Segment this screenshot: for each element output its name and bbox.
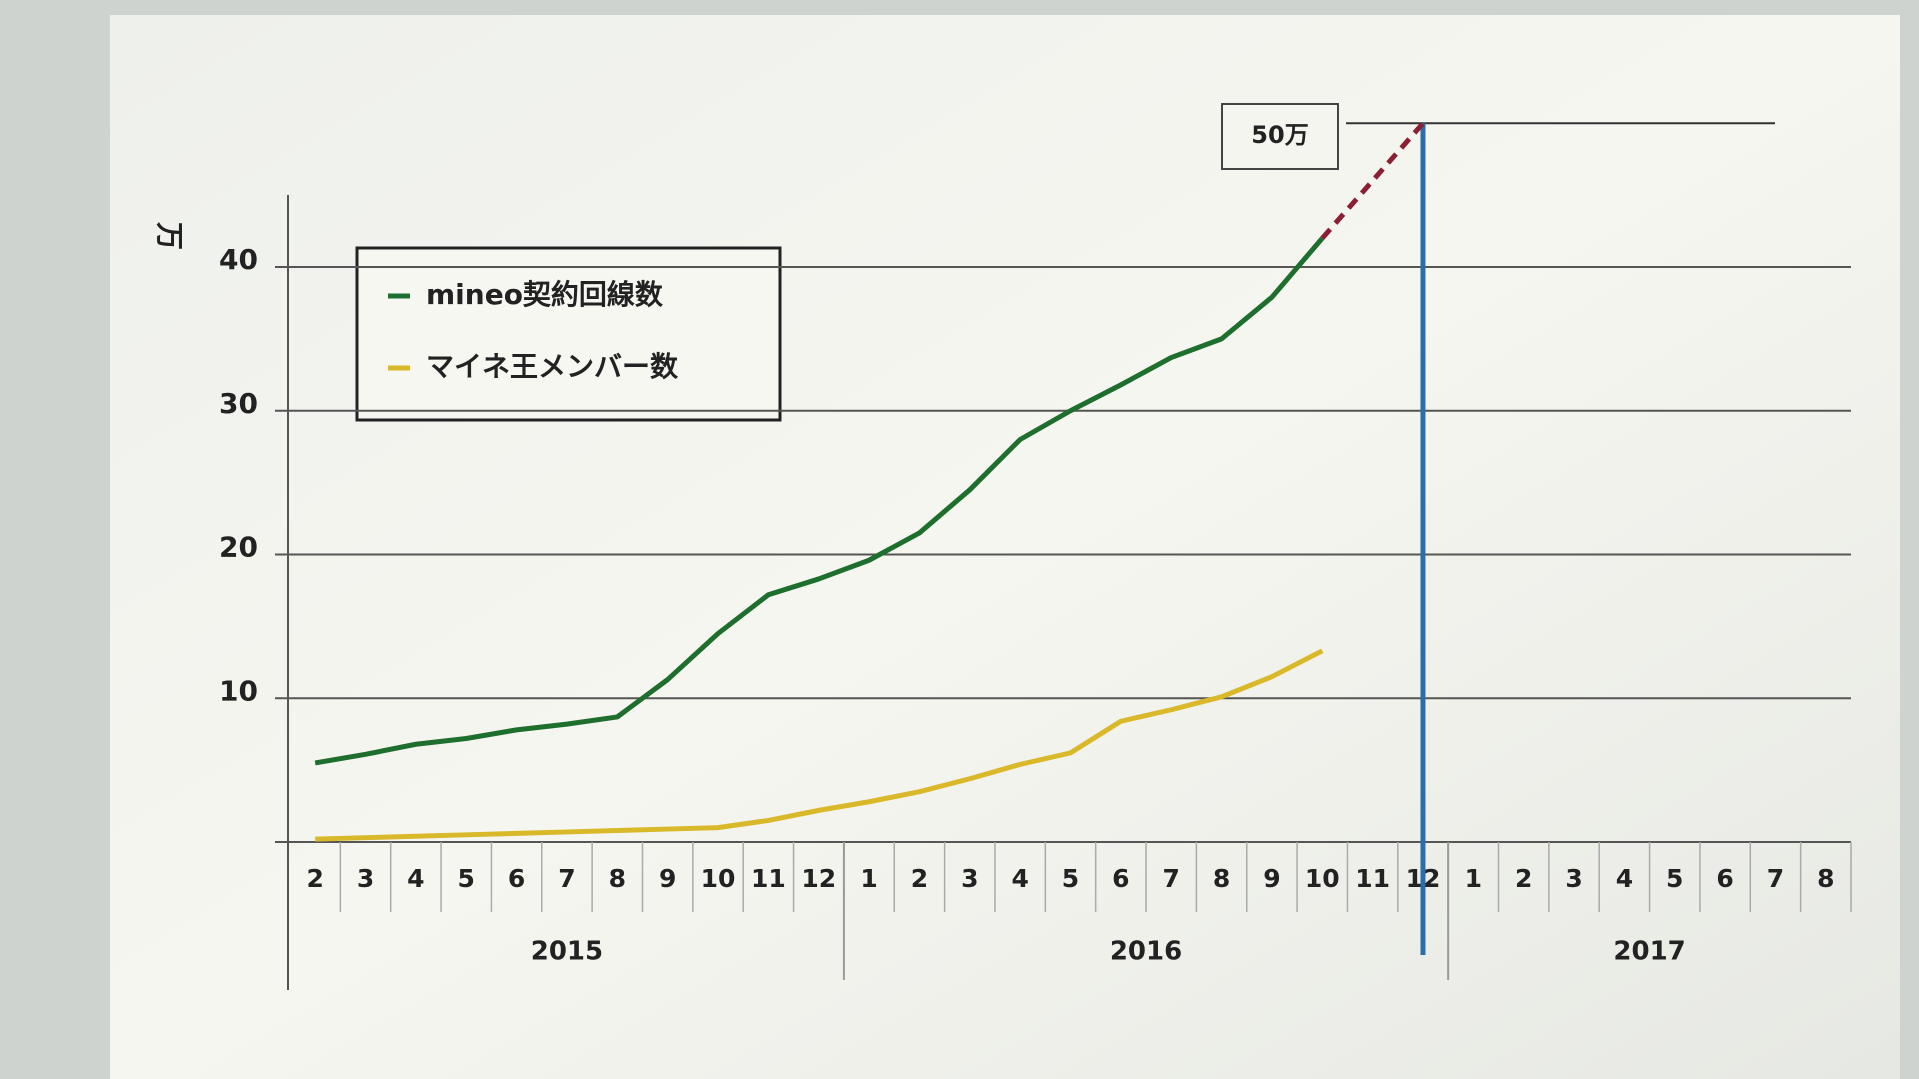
year-label: 2016 <box>1110 937 1182 967</box>
legend-label: mineo契約回線数 <box>426 278 664 311</box>
x-tick-label: 9 <box>659 864 676 893</box>
x-tick-label: 6 <box>1112 864 1129 893</box>
x-tick-label: 7 <box>1163 864 1180 893</box>
y-tick-label: 10 <box>219 674 258 707</box>
y-tick-label: 20 <box>219 531 258 564</box>
legend-label: マイネ王メンバー数 <box>426 350 679 383</box>
series-line <box>314 236 1325 766</box>
year-label: 2017 <box>1613 937 1685 967</box>
y-tick-label: 40 <box>219 243 258 276</box>
year-label: 2015 <box>531 937 603 967</box>
x-tick-label: 3 <box>961 864 978 893</box>
x-tick-label: 4 <box>1011 864 1028 893</box>
x-tick-label: 5 <box>1666 864 1683 893</box>
x-tick-label: 10 <box>1305 864 1340 893</box>
x-tick-label: 5 <box>1062 864 1079 893</box>
x-tick-label: 3 <box>1565 864 1582 893</box>
x-tick-label: 11 <box>1355 864 1390 893</box>
series-line <box>315 648 1324 842</box>
x-tick-label: 6 <box>1716 864 1733 893</box>
x-tick-label: 3 <box>357 864 374 893</box>
x-tick-label: 1 <box>860 864 877 893</box>
x-tick-label: 2 <box>1515 864 1532 893</box>
x-tick-label: 10 <box>701 864 736 893</box>
x-tick-label: 5 <box>458 864 475 893</box>
x-tick-label: 9 <box>1263 864 1280 893</box>
legend <box>355 246 782 422</box>
x-tick-label: 7 <box>558 864 575 893</box>
target-label: 50万 <box>1251 121 1308 149</box>
x-tick-label: 8 <box>609 864 626 893</box>
x-tick-label: 4 <box>407 864 424 893</box>
y-tick-label: 30 <box>219 387 258 420</box>
x-tick-label: 11 <box>751 864 786 893</box>
x-tick-label: 8 <box>1817 864 1834 893</box>
projection-line <box>1320 121 1425 240</box>
x-tick-label: 1 <box>1465 864 1482 893</box>
x-tick-label: 12 <box>801 864 836 893</box>
target-box <box>1221 103 1339 170</box>
x-tick-label: 8 <box>1213 864 1230 893</box>
x-tick-label: 6 <box>508 864 525 893</box>
x-tick-label: 4 <box>1616 864 1633 893</box>
screen <box>110 15 1900 1079</box>
x-tick-label: 2 <box>306 864 323 893</box>
x-tick-label: 7 <box>1767 864 1784 893</box>
y-unit: 万 <box>153 222 186 250</box>
x-tick-label: 2 <box>911 864 928 893</box>
